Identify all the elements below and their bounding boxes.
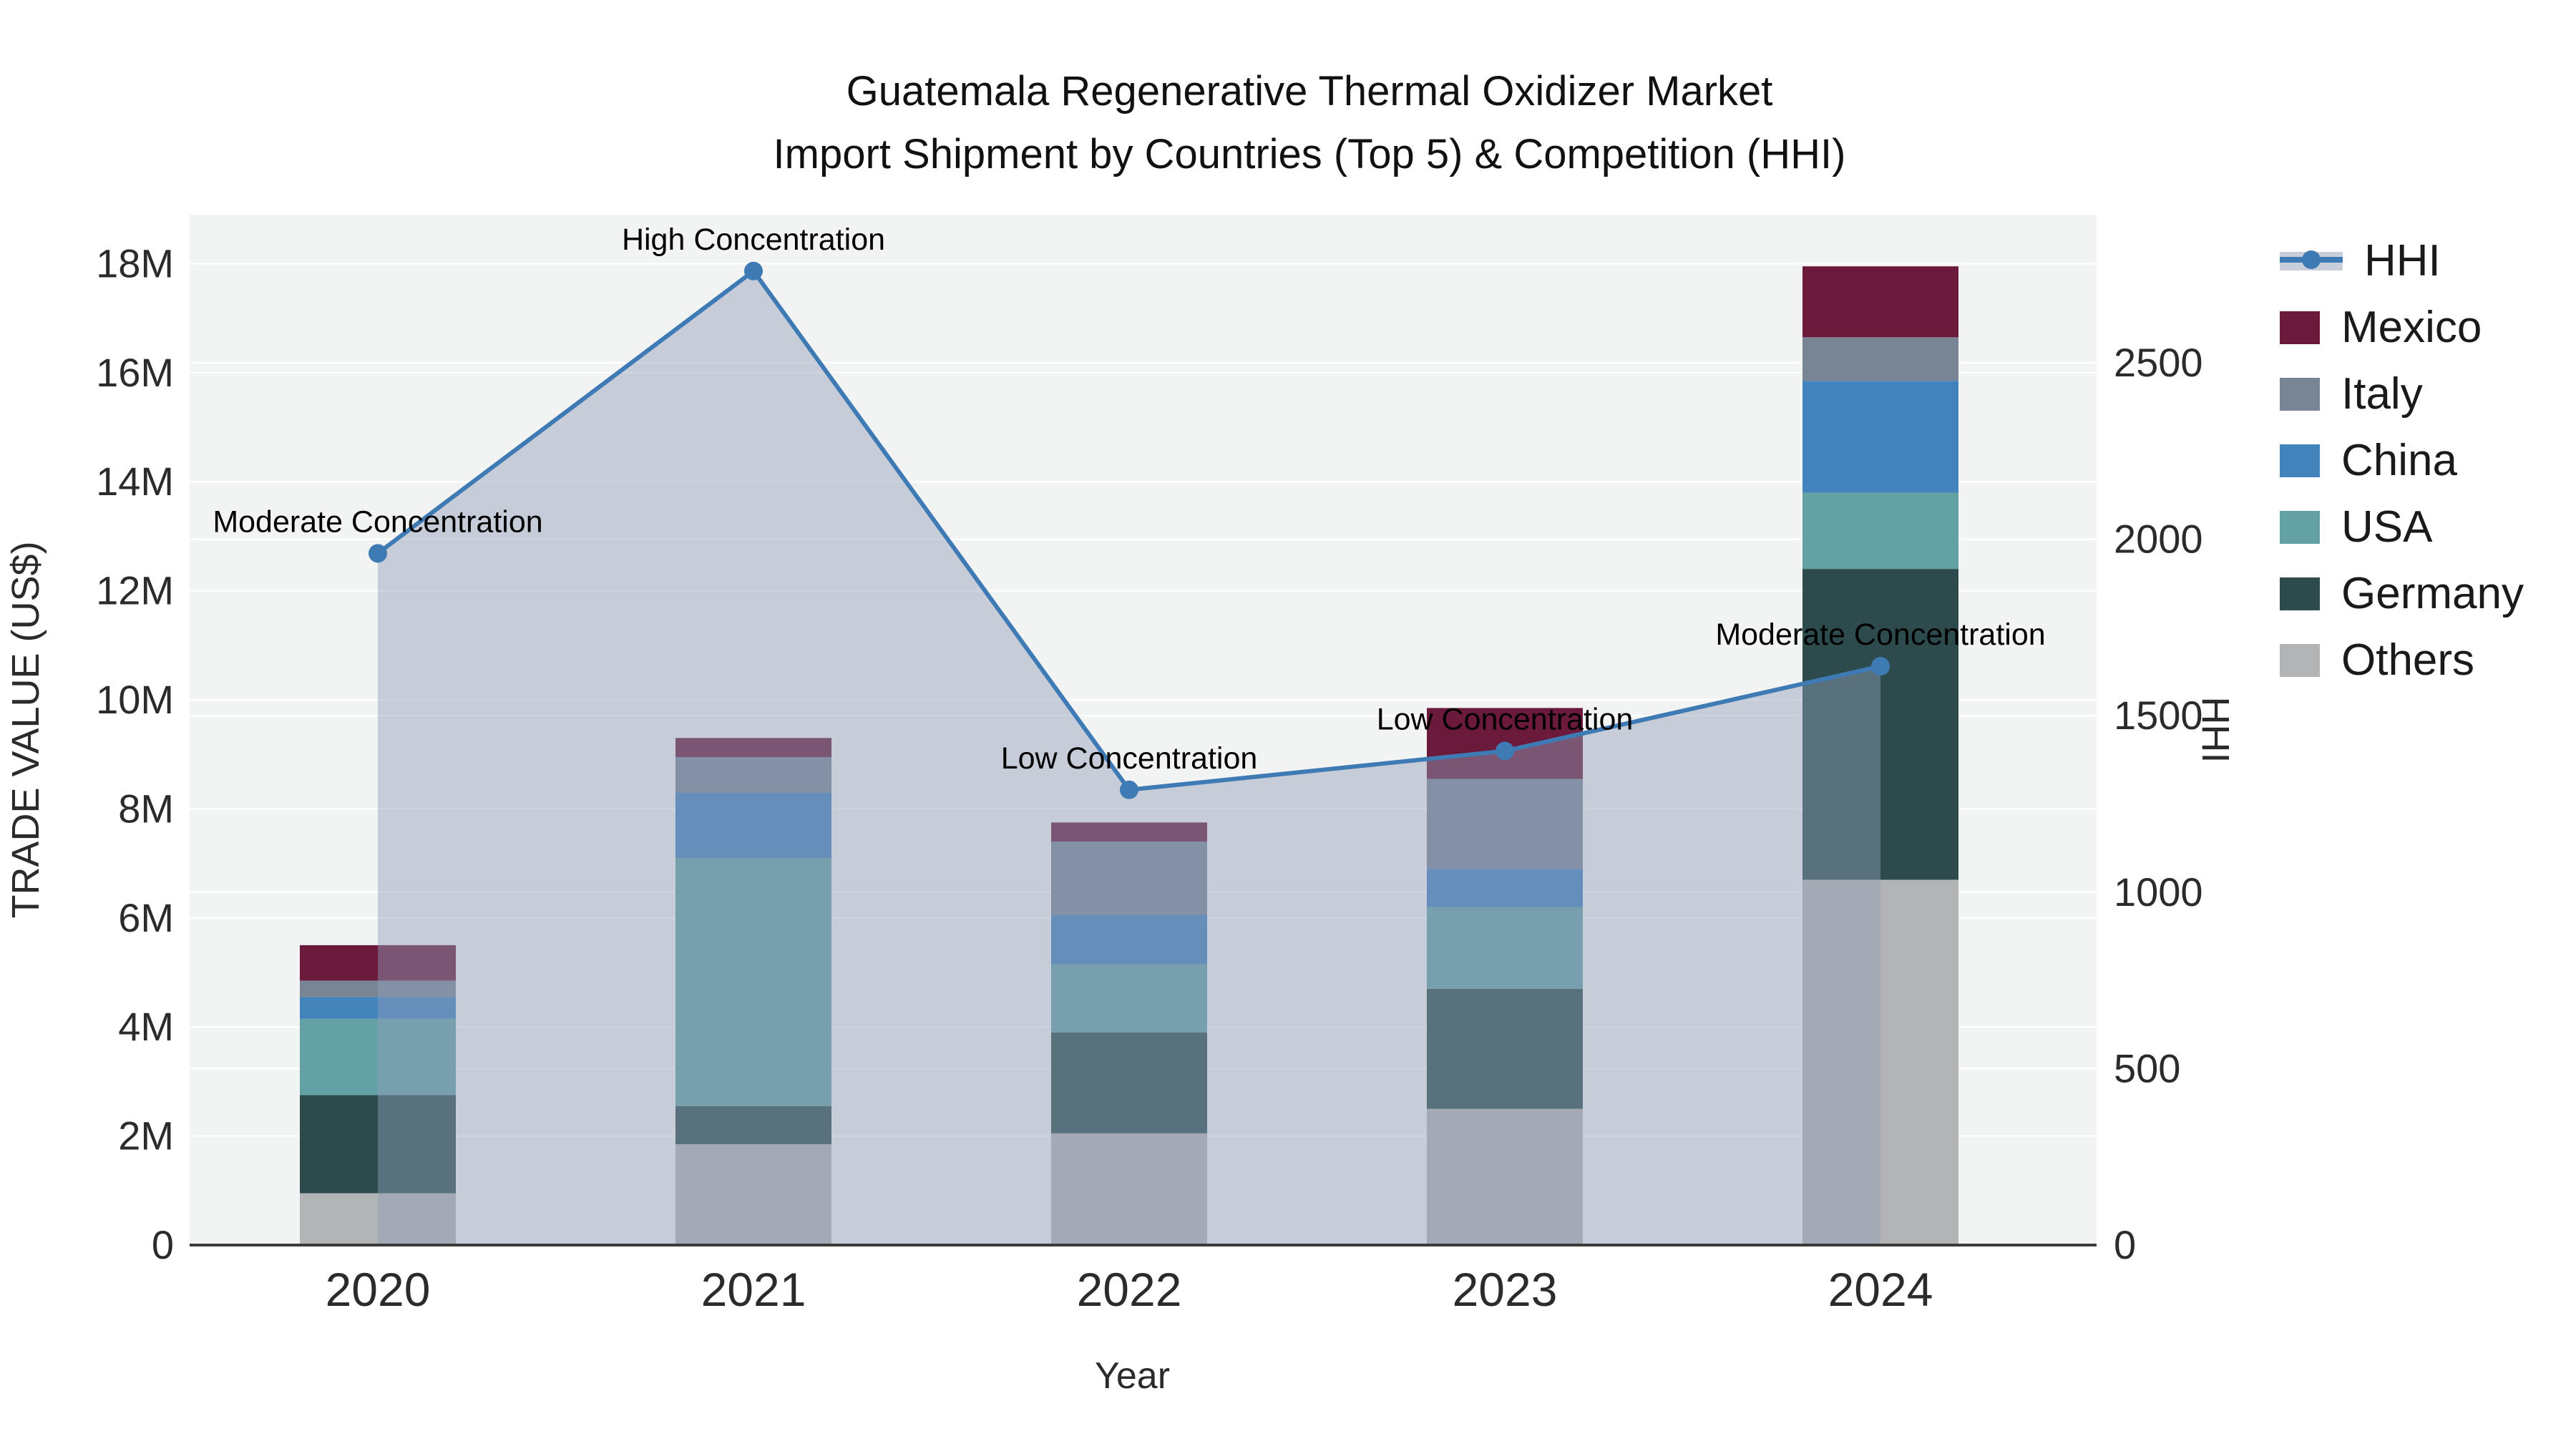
y-left-tick-0: 0 xyxy=(152,1222,174,1267)
y-right-tick-1500: 1500 xyxy=(2114,693,2203,738)
y-left-tick-12M: 12M xyxy=(96,568,174,613)
y-left-tick-16M: 16M xyxy=(96,350,174,395)
legend-item-others[interactable]: Others xyxy=(2280,627,2524,693)
bar-segment-2022-germany[interactable] xyxy=(1051,1032,1207,1133)
bar-segment-2021-germany[interactable] xyxy=(675,1106,831,1145)
bar-segment-2024-china[interactable] xyxy=(1802,381,1958,493)
bar-segment-2022-china[interactable] xyxy=(1051,914,1207,965)
legend-hhi-line-icon xyxy=(2280,245,2343,278)
bar-segment-2024-italy[interactable] xyxy=(1802,337,1958,381)
legend-label-italy: Italy xyxy=(2341,369,2423,419)
bar-segment-2021-mexico[interactable] xyxy=(675,738,831,758)
hhi-marker-2022[interactable] xyxy=(1120,780,1138,799)
legend-item-mexico[interactable]: Mexico xyxy=(2280,294,2524,361)
legend-swatch-china xyxy=(2280,444,2320,477)
bar-segment-2024-others[interactable] xyxy=(1802,879,1958,1245)
bar-segment-2023-italy[interactable] xyxy=(1427,779,1583,869)
bar-segment-2023-germany[interactable] xyxy=(1427,988,1583,1109)
legend-hhi-marker-dot xyxy=(2302,250,2321,269)
legend-label-mexico: Mexico xyxy=(2341,303,2482,352)
legend-label-china: China xyxy=(2341,436,2457,485)
legend-item-germany[interactable]: Germany xyxy=(2280,560,2524,627)
y-left-tick-14M: 14M xyxy=(96,459,174,504)
bar-segment-2021-italy[interactable] xyxy=(675,757,831,793)
legend-item-italy[interactable]: Italy xyxy=(2280,361,2524,427)
legend-label-hhi: HHI xyxy=(2364,236,2441,286)
y-left-tick-2M: 2M xyxy=(118,1113,174,1158)
y-right-tick-2500: 2500 xyxy=(2114,340,2203,385)
chart-title: Guatemala Regenerative Thermal Oxidizer … xyxy=(774,60,1846,186)
legend: HHI Mexico Italy China USA Germany Others xyxy=(2280,228,2524,693)
bar-segment-2022-mexico[interactable] xyxy=(1051,822,1207,842)
bar-segment-2024-germany[interactable] xyxy=(1802,569,1958,880)
y-left-tick-4M: 4M xyxy=(118,1004,174,1049)
y-right-tick-2000: 2000 xyxy=(2114,517,2203,562)
chart-title-line1: Guatemala Regenerative Thermal Oxidizer … xyxy=(846,68,1773,114)
chart-title-line2: Import Shipment by Countries (Top 5) & C… xyxy=(773,131,1846,177)
hhi-marker-2020[interactable] xyxy=(369,544,387,563)
bar-segment-2021-china[interactable] xyxy=(675,792,831,858)
bar-segment-2020-usa[interactable] xyxy=(300,1018,456,1096)
legend-item-china[interactable]: China xyxy=(2280,427,2524,494)
legend-swatch-others xyxy=(2280,643,2320,677)
bar-segment-2020-china[interactable] xyxy=(300,997,456,1019)
bar-segment-2024-mexico[interactable] xyxy=(1802,266,1958,338)
y-right-tick-500: 500 xyxy=(2114,1045,2180,1091)
bar-segment-2024-usa[interactable] xyxy=(1802,492,1958,570)
bar-segment-2022-italy[interactable] xyxy=(1051,841,1207,915)
annotation-2021: High Concentration xyxy=(622,223,885,257)
hhi-marker-2024[interactable] xyxy=(1871,657,1890,676)
y-left-tick-18M: 18M xyxy=(96,240,174,286)
legend-swatch-usa xyxy=(2280,510,2320,544)
bar-segment-2020-italy[interactable] xyxy=(300,980,456,997)
annotation-2023: Low Concentration xyxy=(1377,703,1634,737)
bar-segment-2022-others[interactable] xyxy=(1051,1133,1207,1245)
legend-item-usa[interactable]: USA xyxy=(2280,494,2524,560)
legend-label-germany: Germany xyxy=(2341,569,2524,618)
x-tick-2022[interactable]: 2022 xyxy=(1077,1263,1182,1316)
annotation-2024: Moderate Concentration xyxy=(1715,618,2045,652)
x-tick-2023[interactable]: 2023 xyxy=(1453,1263,1558,1316)
annotation-2022: Low Concentration xyxy=(1001,741,1258,776)
y-left-tick-8M: 8M xyxy=(118,786,174,831)
hhi-area xyxy=(378,270,1880,1245)
y-right-tick-0: 0 xyxy=(2114,1222,2136,1267)
legend-item-hhi[interactable]: HHI xyxy=(2280,228,2524,294)
bar-segment-2020-mexico[interactable] xyxy=(300,945,456,981)
x-tick-2024[interactable]: 2024 xyxy=(1828,1263,1933,1316)
hhi-marker-2021[interactable] xyxy=(744,261,763,280)
bar-segment-2023-china[interactable] xyxy=(1427,869,1583,907)
annotation-2020: Moderate Concentration xyxy=(213,504,542,539)
y-left-tick-6M: 6M xyxy=(118,895,174,940)
y-right-tick-1000: 1000 xyxy=(2114,869,2203,914)
legend-label-usa: USA xyxy=(2341,502,2433,552)
bar-segment-2023-usa[interactable] xyxy=(1427,907,1583,989)
hhi-marker-2023[interactable] xyxy=(1496,741,1514,761)
bar-segment-2021-usa[interactable] xyxy=(675,857,831,1106)
bar-segment-2023-others[interactable] xyxy=(1427,1108,1583,1246)
y-left-axis-title: TRADE VALUE (US$) xyxy=(4,541,47,918)
legend-swatch-mexico xyxy=(2280,311,2320,344)
bar-segment-2022-usa[interactable] xyxy=(1051,964,1207,1033)
y-left-tick-10M: 10M xyxy=(96,677,174,722)
x-tick-2020[interactable]: 2020 xyxy=(326,1263,431,1316)
bar-segment-2020-others[interactable] xyxy=(300,1193,456,1245)
legend-label-others: Others xyxy=(2341,635,2475,685)
bar-segment-2020-germany[interactable] xyxy=(300,1095,456,1194)
x-axis-title: Year xyxy=(1095,1355,1170,1397)
x-tick-2021[interactable]: 2021 xyxy=(701,1263,806,1316)
legend-swatch-italy xyxy=(2280,377,2320,411)
bar-segment-2021-others[interactable] xyxy=(675,1144,831,1245)
legend-swatch-germany xyxy=(2280,577,2320,610)
y-right-axis-title: HHI xyxy=(2194,697,2237,763)
